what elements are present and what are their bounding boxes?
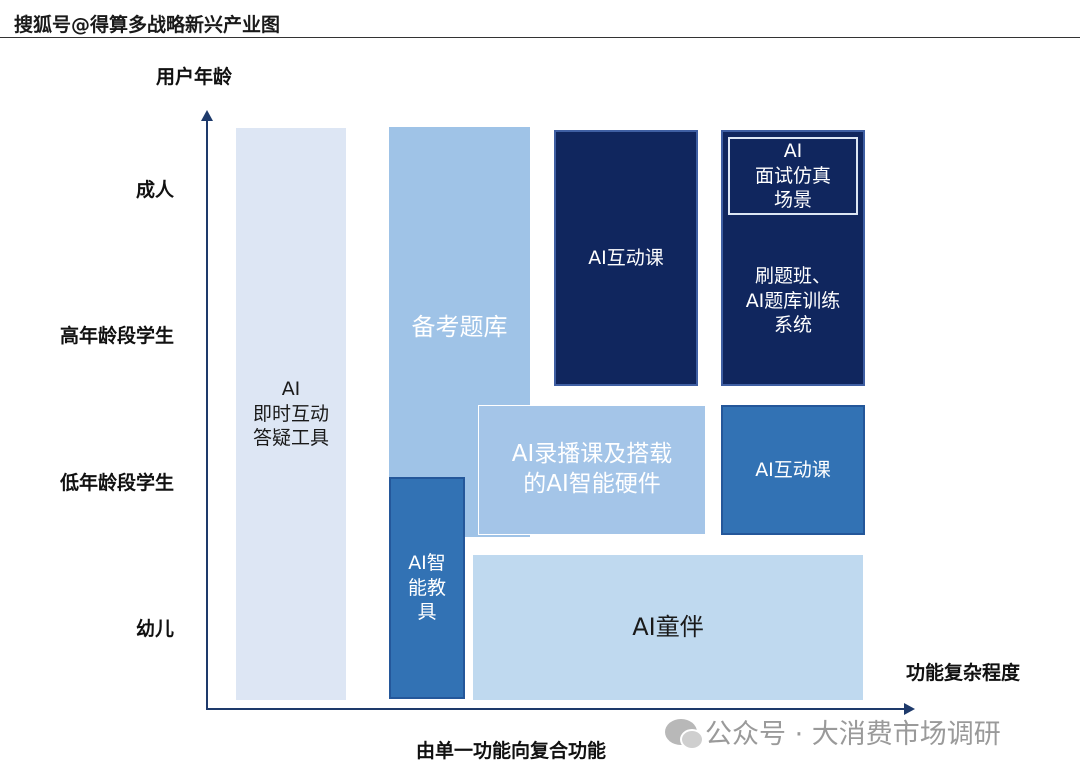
y-level-junior-student: 低年龄段学生: [59, 472, 174, 494]
watermark-text: 公众号 · 大消费市场调研: [705, 719, 1001, 750]
y-level-toddler: 幼儿: [135, 618, 174, 640]
watermark: 公众号 · 大消费市场调研: [665, 712, 1001, 751]
block-ai-interactive-course-dark: AI互动课: [554, 130, 698, 386]
x-axis-title: 功能复杂程度: [906, 662, 1021, 684]
block-instant-qa-tool: AI 即时互动 答疑工具: [236, 128, 346, 700]
source-header: 搜狐号@得算多战略新兴产业图: [14, 14, 281, 36]
y-level-adult: 成人: [135, 179, 174, 201]
block-interview-simulation: AI 面试仿真 场景: [728, 137, 858, 215]
y-axis-arrow-icon: [201, 110, 213, 121]
header-divider: [0, 37, 1080, 38]
x-axis-arrow-icon: [904, 703, 915, 715]
block-ai-smart-toy: AI智 能教 具: [389, 477, 465, 699]
x-axis-caption: 由单一功能向复合功能: [416, 740, 607, 762]
block-ai-interactive-course-blue: AI互动课: [721, 405, 865, 535]
wechat-icon: [665, 718, 704, 750]
y-axis-line: [206, 118, 208, 710]
y-level-senior-student: 高年龄段学生: [59, 325, 174, 347]
block-recorded-course-hardware: AI录播课及搭载 的AI智能硬件: [478, 405, 706, 535]
block-ai-companion: AI童伴: [473, 555, 863, 700]
y-axis-title: 用户年龄: [156, 66, 233, 88]
x-axis-line: [206, 708, 906, 710]
